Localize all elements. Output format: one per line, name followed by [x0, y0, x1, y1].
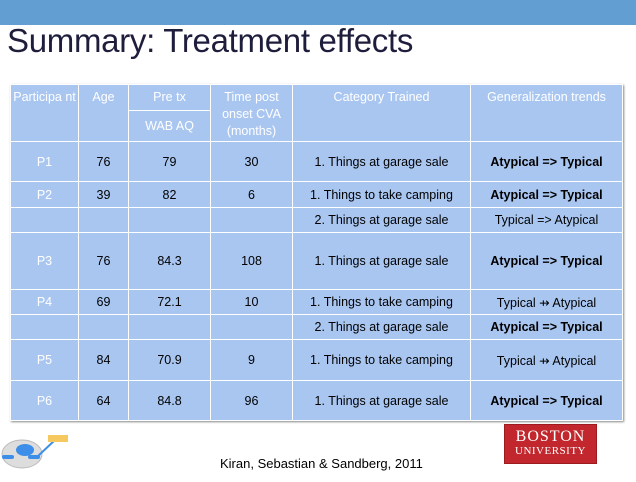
wab-cell: 82 — [128, 181, 211, 208]
time-cell: 9 — [210, 339, 293, 381]
generalization-cell: Atypical => Typical — [470, 314, 623, 340]
header-generalization: Generalization trends — [470, 84, 623, 142]
wab-cell: 84.8 — [128, 380, 211, 421]
category-cell: 1. Things to take camping — [292, 289, 471, 315]
generalization-cell: Atypical => Typical — [470, 181, 623, 208]
header-participant: Participa nt — [10, 84, 79, 142]
boston-university-logo: BOSTON UNIVERSITY — [504, 424, 597, 464]
header-time: Time post onset CVA (months) — [210, 84, 293, 142]
wab-cell — [128, 207, 211, 233]
table-row: P1 76 79 30 1. Things at garage sale Atypical… — [10, 141, 623, 182]
category-cell: 1. Things at garage sale — [292, 232, 471, 290]
wab-cell: 70.9 — [128, 339, 211, 381]
category-cell: 1. Things at garage sale — [292, 380, 471, 421]
age-cell: 76 — [78, 232, 129, 290]
slide-title: Summary: Treatment effects — [7, 22, 414, 59]
generalization-cell: Atypical => Typical — [470, 232, 623, 290]
age-cell: 84 — [78, 339, 129, 381]
participant-cell: P5 — [10, 339, 79, 381]
wab-cell: 79 — [128, 141, 211, 182]
participant-cell: P2 — [10, 181, 79, 208]
wab-cell: 72.1 — [128, 289, 211, 315]
time-cell: 96 — [210, 380, 293, 421]
participant-cell: P6 — [10, 380, 79, 421]
logo-line2: UNIVERSITY — [515, 445, 586, 457]
summary-table: Participa nt Age Pre tx Time post onset … — [10, 84, 623, 421]
brain-diagram-image — [0, 432, 72, 477]
generalization-cell: Atypical => Typical — [470, 380, 623, 421]
category-cell: 2. Things at garage sale — [292, 207, 471, 233]
time-cell — [210, 314, 293, 340]
logo-line1: BOSTON — [515, 428, 586, 445]
generalization-cell: Typical ⇸ Atypical — [470, 289, 623, 315]
header-wab: WAB AQ — [128, 110, 211, 142]
table-row: P6 64 84.8 96 1. Things at garage sale Atypic… — [10, 380, 623, 421]
age-cell — [78, 207, 129, 233]
header-pretx: Pre tx — [128, 84, 211, 111]
generalization-cell: Typical ⇸ Atypical — [470, 339, 623, 381]
time-cell: 108 — [210, 232, 293, 290]
wab-cell: 84.3 — [128, 232, 211, 290]
header-category: Category Trained — [292, 84, 471, 142]
participant-cell: P3 — [10, 232, 79, 290]
participant-cell: P1 — [10, 141, 79, 182]
age-cell: 76 — [78, 141, 129, 182]
table-row: P5 84 70.9 9 1. Things to take camping Typica… — [10, 339, 623, 381]
time-cell — [210, 207, 293, 233]
time-cell: 10 — [210, 289, 293, 315]
top-bar — [0, 0, 636, 25]
citation: Kiran, Sebastian & Sandberg, 2011 — [220, 456, 423, 471]
age-cell: 39 — [78, 181, 129, 208]
category-cell: 1. Things to take camping — [292, 339, 471, 381]
table-row: 2. Things at garage sale Typical => Atypi… — [10, 207, 623, 233]
wab-cell — [128, 314, 211, 340]
age-cell: 64 — [78, 380, 129, 421]
table-row: P2 39 82 6 1. Things to take camping Atypical… — [10, 181, 623, 208]
table-row: P3 76 84.3 108 1. Things at garage sale Atypi… — [10, 232, 623, 290]
participant-cell: P4 — [10, 289, 79, 315]
time-cell: 6 — [210, 181, 293, 208]
generalization-cell: Atypical => Typical — [470, 141, 623, 182]
generalization-cell: Typical => Atypical — [470, 207, 623, 233]
category-cell: 1. Things at garage sale — [292, 141, 471, 182]
participant-cell — [10, 207, 79, 233]
category-cell: 2. Things at garage sale — [292, 314, 471, 340]
header-age: Age — [78, 84, 129, 142]
participant-cell — [10, 314, 79, 340]
age-cell: 69 — [78, 289, 129, 315]
table-row: 2. Things at garage sale Atypical => Typi… — [10, 314, 623, 340]
category-cell: 1. Things to take camping — [292, 181, 471, 208]
age-cell — [78, 314, 129, 340]
table-row: P4 69 72.1 10 1. Things to take camping Typic… — [10, 289, 623, 315]
time-cell: 30 — [210, 141, 293, 182]
